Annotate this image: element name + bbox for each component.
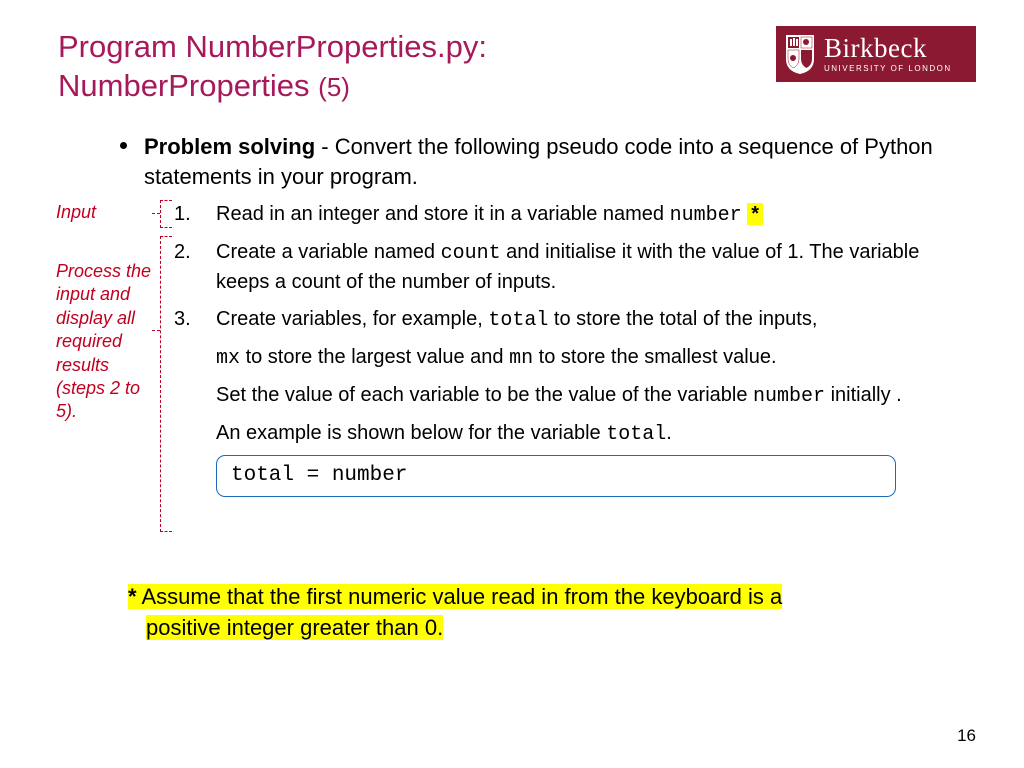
numbered-list: 1. Read in an integer and store it in a … — [174, 200, 974, 505]
code-count: count — [441, 242, 501, 265]
logo-text: Birkbeck UNIVERSITY OF LONDON — [824, 35, 952, 73]
step-1: 1. Read in an integer and store it in a … — [174, 200, 974, 230]
annotation-input: Input — [56, 202, 96, 223]
s3-p3a: Set the value of each variable to be the… — [216, 384, 753, 406]
footnote: * Assume that the first numeric value re… — [128, 582, 918, 644]
step1-pre: Read in an integer and store it in a var… — [216, 203, 670, 225]
birkbeck-logo: Birkbeck UNIVERSITY OF LONDON — [776, 26, 976, 82]
s3-p3b: initially . — [825, 384, 902, 406]
step-text: Create a variable named count and initia… — [216, 238, 974, 297]
slide-title: Program NumberProperties.py: NumberPrope… — [58, 28, 658, 106]
step2-pre: Create a variable named — [216, 241, 441, 263]
s3-p2b: to store the largest value and — [240, 346, 509, 368]
code-total: total — [488, 309, 548, 332]
s3-p1a: Create variables, for example, — [216, 308, 488, 330]
footnote-l1: Assume that the first numeric value read… — [137, 584, 783, 609]
s3-p1b: to store the total of the inputs, — [548, 308, 817, 330]
bullet-icon — [120, 132, 130, 191]
step-number: 2. — [174, 238, 196, 297]
shield-icon — [784, 33, 816, 75]
code-total2: total — [606, 423, 666, 446]
star-ref: * — [747, 203, 763, 225]
slide: Program NumberProperties.py: NumberPrope… — [0, 0, 1024, 768]
bullet-text: Problem solving - Convert the following … — [144, 132, 960, 191]
step-text: Read in an integer and store it in a var… — [216, 200, 974, 230]
logo-main: Birkbeck — [824, 35, 952, 62]
annotation-process: Process the input and display all requir… — [56, 260, 160, 424]
step-2: 2. Create a variable named count and ini… — [174, 238, 974, 297]
code-number: number — [670, 204, 742, 227]
code-number2: number — [753, 385, 825, 408]
step-number: 3. — [174, 305, 196, 497]
bracket-process — [160, 236, 172, 532]
bullet-lead: Problem solving — [144, 134, 315, 159]
footnote-star: * — [128, 584, 137, 609]
footnote-l2: positive integer greater than 0. — [146, 615, 443, 640]
code-mn: mn — [509, 347, 533, 370]
bracket-process-conn — [152, 330, 160, 331]
title-line1: Program NumberProperties.py: — [58, 29, 487, 64]
logo-sub: UNIVERSITY OF LONDON — [824, 65, 952, 73]
code-mx: mx — [216, 347, 240, 370]
s3-p2c: to store the smallest value. — [533, 346, 776, 368]
bracket-input — [160, 200, 172, 228]
step-text: Create variables, for example, total to … — [216, 305, 974, 497]
step-number: 1. — [174, 200, 196, 230]
page-number: 16 — [957, 726, 976, 746]
main-bullet: Problem solving - Convert the following … — [120, 132, 960, 201]
bracket-input-conn — [152, 213, 160, 214]
title-line2: NumberProperties — [58, 68, 318, 103]
step-3: 3. Create variables, for example, total … — [174, 305, 974, 497]
title-part-count: (5) — [318, 72, 350, 102]
s3-p4b: . — [666, 422, 672, 444]
s3-p4a: An example is shown below for the variab… — [216, 422, 606, 444]
code-example-box: total = number — [216, 455, 896, 497]
